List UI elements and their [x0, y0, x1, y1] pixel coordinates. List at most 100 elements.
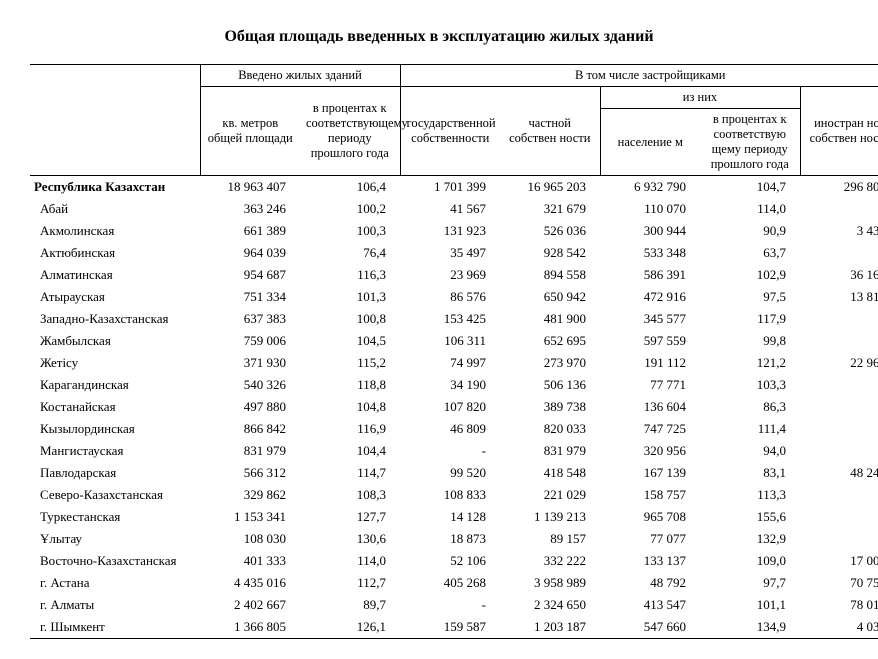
- cell-region: Алматинская: [30, 264, 200, 286]
- cell-value: 155,6: [700, 506, 800, 528]
- cell-value: 586 391: [600, 264, 700, 286]
- col-of-them: из них: [600, 87, 800, 109]
- cell-value: 74 997: [400, 352, 500, 374]
- cell-value: 104,7: [700, 176, 800, 199]
- cell-value: 751 334: [200, 286, 300, 308]
- cell-value: 89 157: [500, 528, 600, 550]
- cell-value: 191 112: [600, 352, 700, 374]
- cell-value: 113,3: [700, 484, 800, 506]
- cell-value: 48 244: [800, 462, 878, 484]
- col-state: государственной собственности: [400, 87, 500, 176]
- table-row: г. Шымкент1 366 805126,1159 5871 203 187…: [30, 616, 878, 639]
- table-row: Абай363 246100,241 567321 679110 070114,…: [30, 198, 878, 220]
- cell-value: 6 932 790: [600, 176, 700, 199]
- cell-value: 533 348: [600, 242, 700, 264]
- cell-value: 472 916: [600, 286, 700, 308]
- cell-value: 121,2: [700, 352, 800, 374]
- cell-value: 114,0: [300, 550, 400, 572]
- cell-value: 94,0: [700, 440, 800, 462]
- cell-region: Кызылординская: [30, 418, 200, 440]
- cell-region: Павлодарская: [30, 462, 200, 484]
- table-row: Северо-Казахстанская329 862108,3108 8332…: [30, 484, 878, 506]
- table-row: Жетісу371 930115,274 997273 970191 11212…: [30, 352, 878, 374]
- cell-value: 1 203 187: [500, 616, 600, 639]
- cell-region: Восточно-Казахстанская: [30, 550, 200, 572]
- cell-value: 116,3: [300, 264, 400, 286]
- cell-value: 52 106: [400, 550, 500, 572]
- cell-value: х: [800, 308, 878, 330]
- cell-value: 103,3: [700, 374, 800, 396]
- cell-value: 18 873: [400, 528, 500, 550]
- cell-value: 99,8: [700, 330, 800, 352]
- cell-value: 48 792: [600, 572, 700, 594]
- cell-value: 101,3: [300, 286, 400, 308]
- cell-region: Северо-Казахстанская: [30, 484, 200, 506]
- cell-value: 413 547: [600, 594, 700, 616]
- page-title: Общая площадь введенных в эксплуатацию ж…: [30, 28, 848, 46]
- cell-value: 2 324 650: [500, 594, 600, 616]
- table-row: Акмолинская661 389100,3131 923526 036300…: [30, 220, 878, 242]
- table-row: Западно-Казахстанская637 383100,8153 425…: [30, 308, 878, 330]
- table-row: Кызылординская866 842116,946 809820 0337…: [30, 418, 878, 440]
- cell-value: -: [800, 242, 878, 264]
- cell-value: 41 567: [400, 198, 500, 220]
- cell-value: 158 757: [600, 484, 700, 506]
- cell-value: 134,9: [700, 616, 800, 639]
- cell-value: 159 587: [400, 616, 500, 639]
- cell-region: Республика Казахстан: [30, 176, 200, 199]
- table-row: Мангистауская831 979104,4-831 979320 956…: [30, 440, 878, 462]
- cell-value: 104,4: [300, 440, 400, 462]
- cell-region: Жетісу: [30, 352, 200, 374]
- cell-value: 506 136: [500, 374, 600, 396]
- cell-value: 273 970: [500, 352, 600, 374]
- cell-value: 566 312: [200, 462, 300, 484]
- cell-value: -: [800, 198, 878, 220]
- cell-value: -: [800, 440, 878, 462]
- cell-value: 97,7: [700, 572, 800, 594]
- cell-value: -: [800, 418, 878, 440]
- cell-value: 1 139 213: [500, 506, 600, 528]
- cell-region: Абай: [30, 198, 200, 220]
- cell-value: -: [400, 440, 500, 462]
- col-foreign: иностран ной собствен ности: [800, 87, 878, 176]
- cell-value: 540 326: [200, 374, 300, 396]
- cell-value: 106,4: [300, 176, 400, 199]
- cell-value: 831 979: [500, 440, 600, 462]
- cell-value: 964 039: [200, 242, 300, 264]
- cell-value: 3 958 989: [500, 572, 600, 594]
- cell-value: 820 033: [500, 418, 600, 440]
- cell-value: 114,0: [700, 198, 800, 220]
- cell-value: 104,5: [300, 330, 400, 352]
- cell-value: 167 139: [600, 462, 700, 484]
- cell-value: 89,7: [300, 594, 400, 616]
- cell-value: 63,7: [700, 242, 800, 264]
- cell-value: 1 366 805: [200, 616, 300, 639]
- cell-value: 928 542: [500, 242, 600, 264]
- cell-region: Костанайская: [30, 396, 200, 418]
- cell-value: 110 070: [600, 198, 700, 220]
- cell-value: 371 930: [200, 352, 300, 374]
- cell-value: 481 900: [500, 308, 600, 330]
- cell-region: Западно-Казахстанская: [30, 308, 200, 330]
- cell-value: 108,3: [300, 484, 400, 506]
- table-row: Республика Казахстан18 963 407106,41 701…: [30, 176, 878, 199]
- cell-value: 650 942: [500, 286, 600, 308]
- buildings-table: Введено жилых зданий В том числе застрой…: [30, 64, 878, 639]
- cell-value: 526 036: [500, 220, 600, 242]
- cell-value: 100,8: [300, 308, 400, 330]
- table-row: г. Алматы2 402 66789,7-2 324 650413 5471…: [30, 594, 878, 616]
- cell-value: 127,7: [300, 506, 400, 528]
- cell-region: г. Алматы: [30, 594, 200, 616]
- cell-value: -: [800, 506, 878, 528]
- cell-value: 497 880: [200, 396, 300, 418]
- cell-value: 1 701 399: [400, 176, 500, 199]
- cell-value: 14 128: [400, 506, 500, 528]
- cell-value: 401 333: [200, 550, 300, 572]
- cell-value: 83,1: [700, 462, 800, 484]
- col-region: [30, 65, 200, 176]
- cell-value: 35 497: [400, 242, 500, 264]
- cell-value: 109,0: [700, 550, 800, 572]
- cell-region: г. Астана: [30, 572, 200, 594]
- cell-value: 104,8: [300, 396, 400, 418]
- cell-value: 106 311: [400, 330, 500, 352]
